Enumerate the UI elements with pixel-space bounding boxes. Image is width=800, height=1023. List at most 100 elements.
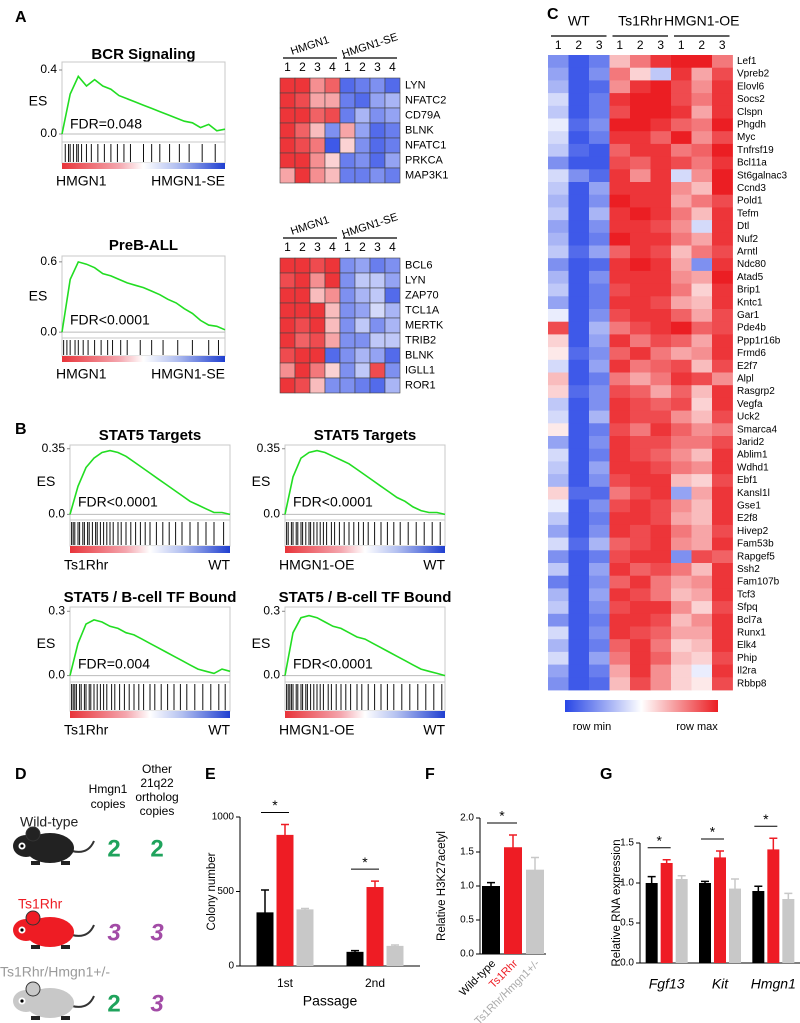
heat-cell [650,296,672,310]
heat-cell [650,436,672,450]
heat-cell [712,486,733,500]
heat-cell [671,80,692,94]
heat-cell [671,347,692,361]
heat-cell [324,137,341,154]
heat-cell [671,448,692,462]
heat-cell [630,270,651,284]
column-label: 1 [555,38,562,52]
heat-cell [630,118,651,132]
heat-cell [279,302,296,319]
heat-cell [691,258,713,272]
error-bar [351,949,359,954]
color-bar-max: row max [676,721,718,733]
heat-cell [589,359,610,373]
heat-cell [339,257,356,274]
heat-cell [650,131,672,145]
heat-cell [630,232,651,246]
heat-cell [712,169,733,183]
heat-cell [630,131,651,145]
heat-cell [630,524,651,538]
heat-cell [609,131,631,145]
column-label: 4 [389,60,396,74]
row-label: ZAP70 [405,289,439,301]
heat-cell [324,332,341,349]
heat-cell [691,93,713,107]
x-tick-label: 1st [277,976,294,990]
heat-cell [339,92,356,109]
right-label: WT [208,722,230,738]
heat-cell [609,309,631,323]
heat-cell [568,321,590,335]
heat-cell [609,626,631,640]
heat-cell [548,283,569,297]
row-label: Socs2 [737,94,765,105]
heat-cell [609,474,631,488]
heat-cell [548,524,569,538]
heat-cell [712,524,733,538]
heat-cell [691,118,713,132]
heat-cell [309,92,326,109]
heat-cell [609,194,631,208]
heat-cell [630,143,651,157]
heat-cell [671,639,692,653]
heat-cell [671,334,692,348]
error-bar [531,856,539,882]
significance-label: * [499,808,505,824]
heat-cell [712,664,733,678]
heat-cell [354,362,371,379]
heat-cell [650,309,672,323]
heat-cell [568,270,590,284]
heat-cell [568,194,590,208]
heat-cell [691,461,713,475]
heat-cell [324,92,341,109]
heat-cell [589,651,610,665]
heat-cell [630,423,651,437]
heat-cell [712,423,733,437]
row-label: Elk4 [737,640,757,651]
heat-cell [548,156,569,170]
panel-label: B [15,421,27,438]
bar [366,887,384,966]
heat-cell [548,169,569,183]
heat-cell [630,207,651,221]
heat-cell [691,232,713,246]
heat-cell [589,575,610,589]
error-bar [769,837,778,861]
heat-cell [691,80,713,94]
heat-cell [279,107,296,124]
heat-cell [568,512,590,526]
heat-cell [712,93,733,107]
heat-cell [339,137,356,154]
y-tick-label: 0 [228,961,234,972]
heat-cell [609,550,631,564]
heat-cell [712,67,733,81]
column-label: 2 [575,38,582,52]
heat-cell [354,137,371,154]
heat-cell [589,474,610,488]
heat-cell [589,156,610,170]
heat-cell [630,372,651,386]
heat-cell [294,92,311,109]
right-label: WT [208,557,230,573]
heat-cell [548,563,569,577]
heat-cell [548,194,569,208]
row-label: Gar1 [737,310,760,321]
heat-cell [691,613,713,627]
heat-cell [589,118,610,132]
panel-label: F [425,766,435,783]
heat-cell [630,550,651,564]
heat-cell [691,131,713,145]
fdr-label: FDR<0.0001 [293,494,373,510]
heat-cell [691,347,713,361]
heat-cell [369,377,386,394]
error-bar [487,881,495,890]
heat-cell [691,385,713,399]
row-label: Phgdh [737,119,766,130]
heat-cell [294,332,311,349]
mouse-icon [12,981,95,1021]
heat-cell [568,232,590,246]
heat-cell [568,397,590,411]
heat-cell [369,302,386,319]
heat-cell [650,677,672,691]
heat-cell [630,601,651,615]
